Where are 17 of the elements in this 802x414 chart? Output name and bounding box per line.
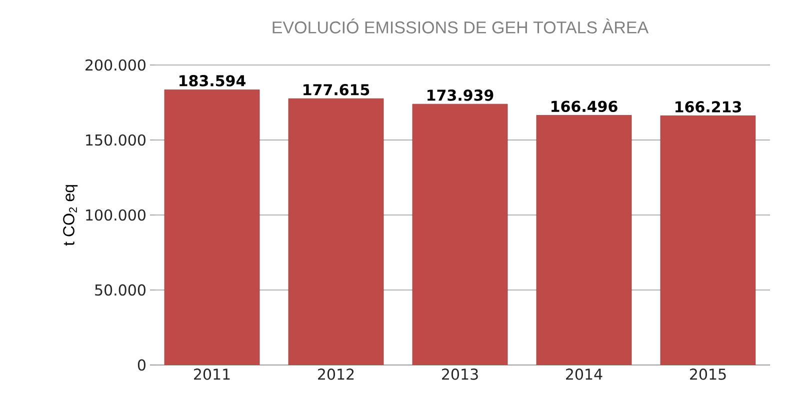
y-tick-label: 50.000 — [95, 284, 146, 296]
x-tick-label: 2012 — [318, 368, 354, 380]
y-tick-label: 100.000 — [86, 209, 146, 221]
x-tick-label: 2015 — [690, 368, 726, 380]
data-label: 183.594 — [180, 75, 246, 86]
data-label: 166.213 — [676, 101, 741, 112]
y-axis-title: t CO$_{2}$ eq — [63, 185, 78, 246]
x-tick-label: 2014 — [566, 368, 602, 380]
x-tick-label: 2011 — [194, 368, 230, 380]
x-tick-label: 2013 — [442, 368, 478, 380]
y-tick-label: 200.000 — [86, 59, 146, 71]
y-tick-label: 150.000 — [86, 134, 146, 146]
data-label: 173.939 — [428, 90, 494, 101]
data-label: 166.496 — [552, 100, 618, 112]
y-tick-label: 0 — [138, 359, 146, 371]
chart-title: EVOLUCIÓ EMISSIONS DE GEH TOTALS ÀREA — [272, 18, 649, 34]
data-label: 177.615 — [304, 84, 370, 96]
